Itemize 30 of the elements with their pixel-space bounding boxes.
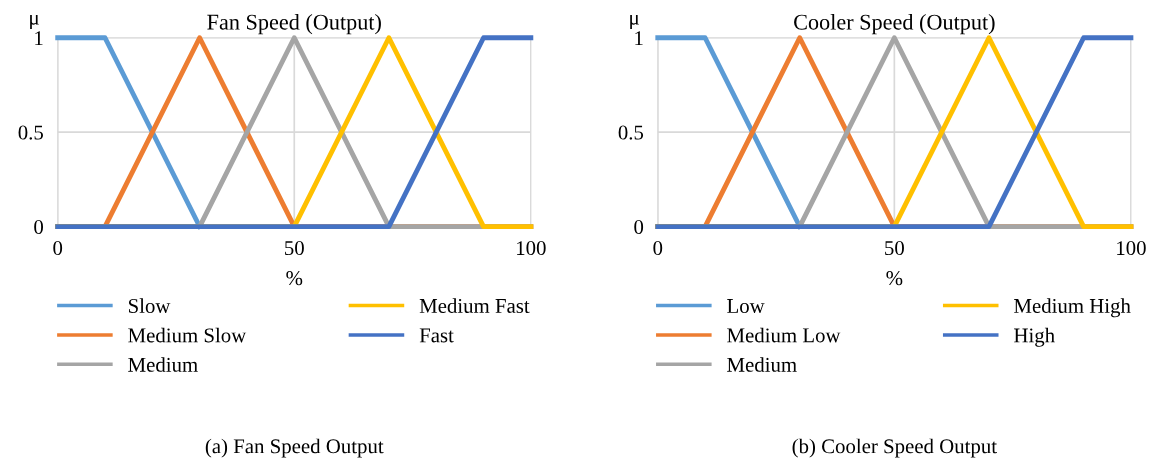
x-tick-label: 0: [53, 241, 63, 256]
legend-label: Medium: [727, 357, 797, 372]
x-tick-label: 50: [885, 241, 904, 256]
legend-label: Medium High: [1014, 298, 1131, 318]
x-tick-label: 100: [1117, 241, 1146, 256]
legend-label: Low: [727, 299, 765, 313]
chart-title: Cooler Speed (Output): [794, 14, 995, 35]
legend-label: Fast: [419, 328, 454, 343]
legend-label: High: [1014, 327, 1055, 347]
legend-label: Medium: [128, 357, 198, 372]
chart-title: Fan Speed (Output): [207, 14, 381, 35]
y-tick-label: 1: [35, 31, 43, 45]
y-tick-label: 0: [634, 219, 644, 234]
x-tick-label: 0: [653, 241, 663, 256]
legend-label: Medium Low: [727, 327, 841, 343]
y-tick-label: 0.5: [618, 125, 644, 140]
x-tick-label: 50: [285, 241, 304, 256]
y-axis-title: μ: [30, 14, 39, 29]
y-tick-label: 0.5: [18, 125, 43, 140]
y-axis-title: μ: [630, 14, 639, 29]
legend-label: Medium Fast: [419, 298, 530, 313]
x-tick-label: 100: [517, 241, 546, 256]
y-tick-label: 0: [34, 219, 44, 234]
y-tick-label: 1: [635, 31, 643, 45]
legend-label: Slow: [128, 298, 171, 313]
text: (b) Cooler Speed Output: [792, 438, 997, 458]
x-axis-title: %: [886, 271, 903, 286]
x-axis-title: %: [286, 271, 303, 286]
legend-label: Medium Slow: [128, 327, 247, 343]
text: (a) Fan Speed Output: [205, 438, 384, 458]
